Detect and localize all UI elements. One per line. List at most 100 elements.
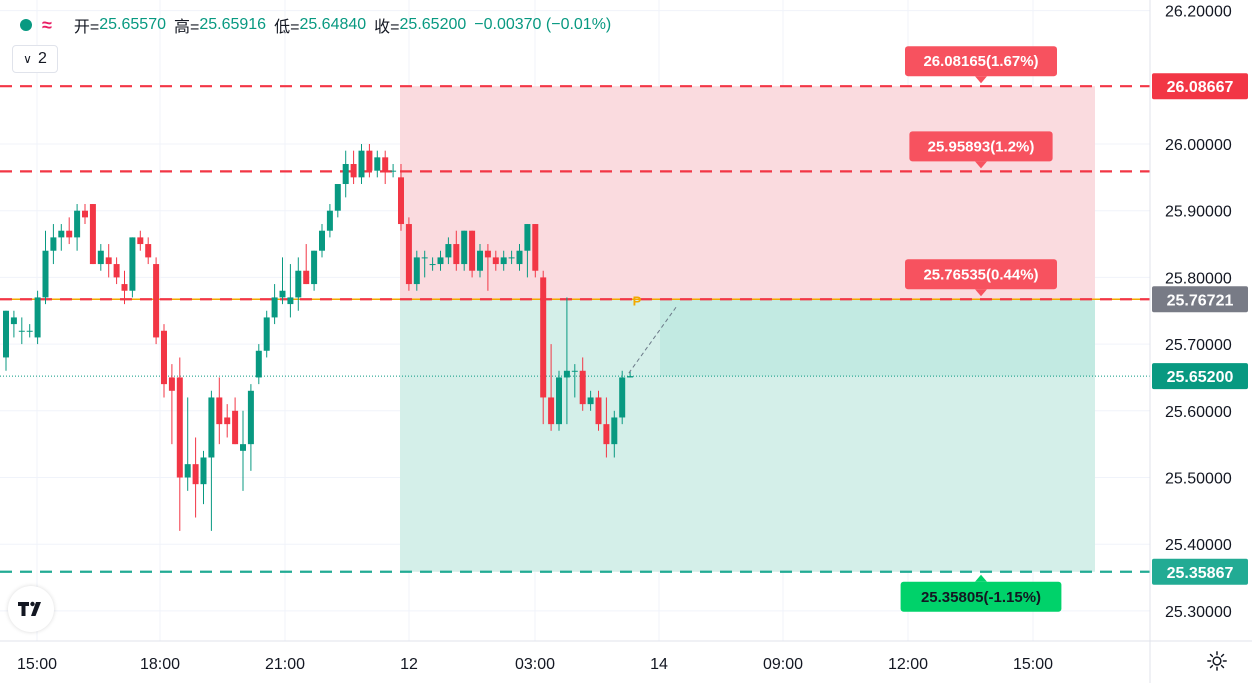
- candle: [287, 264, 294, 318]
- y-tick-label: 25.60000: [1165, 404, 1232, 421]
- position-label-arrow: [975, 161, 987, 169]
- candle: [366, 144, 373, 178]
- candle: [469, 230, 476, 278]
- chevron-down-icon: ∨: [23, 52, 32, 66]
- candle-body: [413, 257, 420, 285]
- candle-body: [516, 250, 523, 265]
- candle-body: [319, 230, 325, 251]
- y-tick-label: 25.90000: [1165, 204, 1232, 221]
- candle: [437, 250, 444, 271]
- candle-body: [113, 264, 120, 278]
- candle: [232, 397, 239, 445]
- candle-body: [461, 230, 468, 265]
- candle: [200, 450, 207, 505]
- candle: [477, 244, 483, 278]
- x-tick-label: 14: [650, 656, 668, 673]
- wave-icon[interactable]: ≈: [42, 14, 52, 35]
- position-label-arrow: [975, 76, 987, 84]
- candle-body: [200, 457, 207, 485]
- candle: [595, 390, 602, 431]
- candle-body: [279, 290, 286, 298]
- candle-body: [532, 224, 539, 271]
- candle: [571, 364, 578, 398]
- y-tick-label: 26.20000: [1165, 4, 1232, 21]
- position-label-box: [909, 131, 1053, 162]
- candle: [342, 150, 349, 198]
- position-label: 26.08165(1.67%): [905, 46, 1057, 84]
- close-value: 25.65200: [399, 16, 467, 33]
- candle-body: [34, 297, 41, 338]
- axis-price-label: 26.08667: [1152, 73, 1248, 100]
- position-label-text: 26.08165(1.67%): [923, 53, 1038, 70]
- position-label-arrow: [975, 289, 987, 297]
- position-label: 25.76535(0.44%): [905, 259, 1057, 297]
- candle: [74, 204, 81, 251]
- candle: [326, 204, 333, 238]
- candle: [413, 250, 420, 291]
- candle: [161, 324, 167, 398]
- candle: [208, 390, 215, 531]
- y-tick-label: 25.80000: [1165, 270, 1232, 287]
- low-value: 25.64840: [299, 16, 367, 33]
- indicators-collapse-button[interactable]: ∨ 2: [12, 45, 58, 73]
- live-status-dot: [20, 19, 32, 31]
- candle: [224, 404, 231, 438]
- candle: [405, 217, 412, 291]
- candle-body: [587, 397, 594, 405]
- candle: [619, 370, 626, 425]
- candle: [42, 230, 49, 305]
- candle-body: [137, 237, 144, 245]
- gear-icon[interactable]: [1206, 650, 1228, 672]
- candle: [532, 224, 539, 278]
- position-label-box: [905, 259, 1057, 290]
- candle: [484, 244, 491, 291]
- candle-body: [358, 150, 365, 178]
- axis-price-text: 25.35867: [1167, 565, 1234, 582]
- candle: [184, 397, 191, 491]
- candle: [382, 150, 389, 185]
- candle-body: [184, 464, 191, 478]
- candle-body: [405, 224, 412, 285]
- axis-price-box: [1152, 558, 1248, 585]
- candle-body: [240, 444, 246, 451]
- candle: [358, 144, 365, 185]
- candle-body: [477, 250, 483, 271]
- candles: [3, 144, 634, 531]
- candle: [26, 324, 33, 338]
- candle-body: [224, 417, 231, 425]
- position-label-text: 25.76535(0.44%): [923, 266, 1038, 283]
- candle-body: [627, 376, 634, 378]
- candle: [445, 237, 452, 265]
- candle-body: [611, 417, 618, 445]
- x-tick-label: 03:00: [515, 656, 555, 673]
- candle-body: [382, 157, 389, 171]
- candle: [587, 390, 594, 411]
- candle: [97, 244, 104, 271]
- candle: [18, 317, 25, 345]
- candle-body: [247, 390, 254, 445]
- axis-price-label: 25.65200: [1152, 363, 1248, 390]
- candle-body: [50, 237, 57, 251]
- y-tick-label: 25.30000: [1165, 604, 1232, 621]
- candle: [508, 250, 515, 265]
- tradingview-logo-icon[interactable]: [8, 586, 54, 632]
- candle-body: [18, 330, 25, 332]
- y-tick-label: 25.70000: [1165, 337, 1232, 354]
- axis-price-text: 26.08667: [1167, 79, 1234, 96]
- candle: [82, 204, 88, 225]
- candle: [34, 290, 41, 345]
- candle-body: [232, 410, 239, 445]
- candle-body: [82, 210, 88, 218]
- candle: [89, 204, 96, 265]
- position-label: 25.95893(1.2%): [909, 131, 1053, 169]
- candle: [516, 244, 523, 271]
- x-tick-label: 09:00: [763, 656, 803, 673]
- x-tick-label: 15:00: [1013, 656, 1053, 673]
- axis-price-text: 25.76721: [1167, 292, 1234, 309]
- candle-body: [153, 264, 160, 338]
- candle-body: [500, 257, 507, 265]
- level-lines: [0, 85, 1150, 573]
- candle-body: [445, 244, 452, 258]
